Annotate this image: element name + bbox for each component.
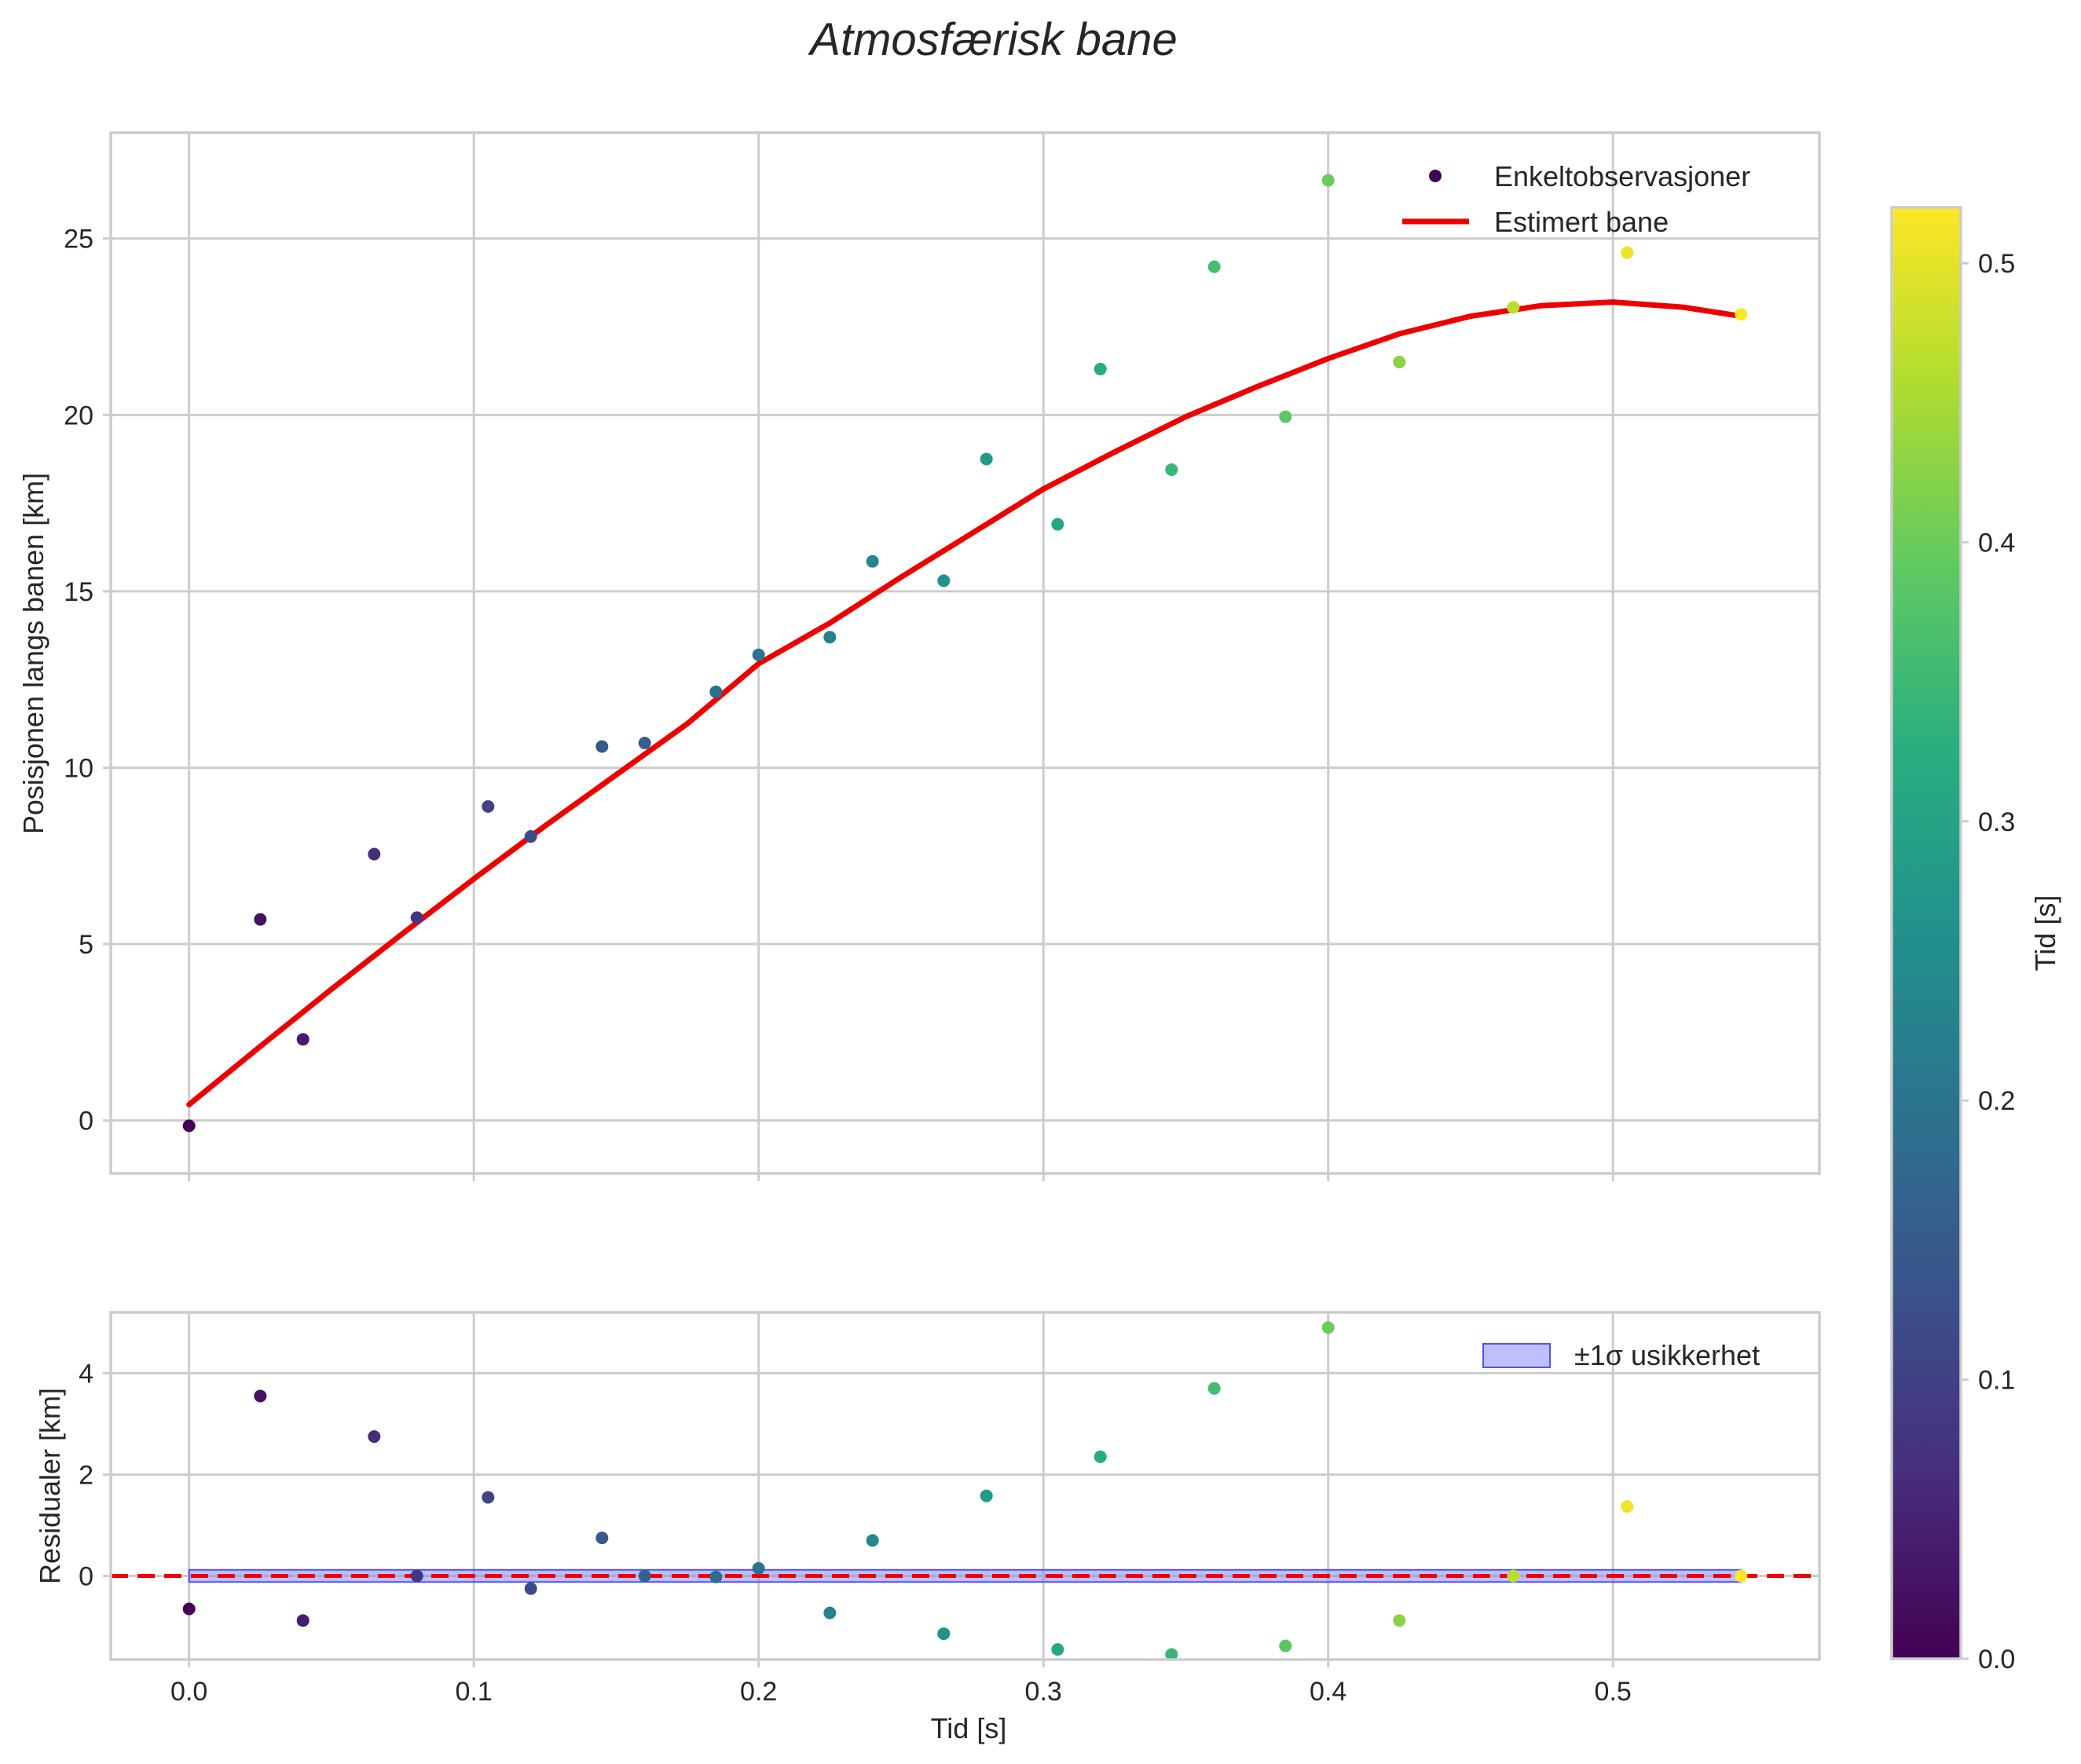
colorbar-tick-label: 0.1 xyxy=(1978,1366,2015,1396)
main-y-tick-label: 0 xyxy=(79,1107,93,1136)
observation-point xyxy=(937,574,951,587)
observation-point xyxy=(296,1033,310,1046)
x-tick-label: 0.3 xyxy=(1025,1677,1062,1707)
residual-point xyxy=(368,1430,381,1444)
residual-point xyxy=(1507,1569,1520,1583)
observation-point xyxy=(1393,355,1406,368)
observation-point xyxy=(1735,308,1748,321)
residual-point xyxy=(1165,1648,1178,1661)
legend-observations-label: Enkeltobservasjoner xyxy=(1494,160,1750,192)
residual-legend: ±1σ usikkerhet xyxy=(1482,1339,1760,1371)
observation-point xyxy=(1621,246,1634,259)
residual-y-tick-label: 0 xyxy=(79,1562,93,1592)
main-y-tick-label: 25 xyxy=(64,225,93,254)
observation-point xyxy=(752,648,765,661)
colorbar-ticks: 0.0 0.1 0.2 0.3 0.4 0.5 xyxy=(1961,249,2015,1674)
colorbar-tick-label: 0.2 xyxy=(1978,1086,2015,1116)
residual-point xyxy=(823,1606,837,1619)
residual-point xyxy=(1094,1450,1107,1463)
legend-observations-marker xyxy=(1429,170,1442,182)
colorbar-label: Tid [s] xyxy=(2029,895,2061,972)
observation-point xyxy=(595,740,609,753)
colorbar-tick-label: 0.4 xyxy=(1978,528,2015,558)
observation-point xyxy=(254,913,267,926)
observation-point xyxy=(1207,260,1221,273)
observation-point xyxy=(1094,362,1107,375)
residual-point xyxy=(1207,1382,1221,1395)
main-panel: 0 5 10 15 20 25 Posisjonen langs banen [km] E… xyxy=(17,131,1821,1181)
colorbar-tick-label: 0.3 xyxy=(1978,807,2015,837)
main-y-tick-label: 20 xyxy=(64,401,93,430)
observation-point xyxy=(410,911,423,924)
observation-point xyxy=(638,737,651,750)
colorbar: 0.0 0.1 0.2 0.3 0.4 0.5 Tid [s] xyxy=(1890,206,2061,1674)
observation-point xyxy=(368,847,381,861)
observation-point xyxy=(1051,518,1064,531)
residual-plot-frame xyxy=(109,1311,1821,1661)
residual-point xyxy=(1621,1500,1634,1513)
colorbar-tick-label: 0.5 xyxy=(1978,249,2015,279)
residual-point xyxy=(524,1582,537,1595)
residual-point xyxy=(482,1491,495,1504)
colorbar-gradient xyxy=(1892,207,1961,1659)
residual-tick-labels: 0.0 0.1 0.2 0.3 0.4 0.5 0 2 4 xyxy=(79,1359,1632,1707)
observation-point xyxy=(823,631,837,644)
residual-point xyxy=(937,1627,951,1641)
residual-point xyxy=(296,1614,310,1627)
x-tick-label: 0.1 xyxy=(456,1677,493,1707)
residual-point xyxy=(595,1532,609,1545)
main-plot-frame xyxy=(109,131,1821,1175)
x-tick-label: 0.4 xyxy=(1310,1677,1346,1707)
legend-band-marker xyxy=(1482,1343,1551,1368)
residual-point xyxy=(1393,1614,1406,1627)
residual-gridlines xyxy=(103,1312,1819,1667)
residual-point xyxy=(410,1569,423,1583)
colorbar-frame xyxy=(1890,206,1962,1660)
chart-title: Atmosfærisk bane xyxy=(808,14,1177,65)
x-tick-label: 0.0 xyxy=(170,1677,207,1707)
main-y-tick-label: 10 xyxy=(64,753,93,783)
residual-point xyxy=(254,1389,267,1403)
residual-point xyxy=(182,1602,196,1616)
residual-point xyxy=(980,1489,993,1502)
observation-point xyxy=(1279,410,1292,423)
residual-point xyxy=(1321,1321,1335,1334)
residual-points xyxy=(182,1321,1748,1661)
residual-panel: 0.0 0.1 0.2 0.3 0.4 0.5 0 2 4 Tid [s] Residualer… xyxy=(34,1311,1821,1744)
main-gridlines xyxy=(103,133,1819,1181)
estimated-trajectory-line xyxy=(186,299,1744,1107)
observation-point xyxy=(1321,174,1335,187)
x-axis-label: Tid [s] xyxy=(931,1712,1007,1744)
observation-point xyxy=(1507,301,1520,314)
observation-point xyxy=(182,1119,196,1133)
residual-point xyxy=(1735,1569,1748,1583)
residual-y-axis-label: Residualer [km] xyxy=(34,1388,66,1584)
residual-y-tick-label: 4 xyxy=(79,1359,93,1389)
residual-point xyxy=(709,1570,723,1583)
residual-point xyxy=(638,1569,651,1583)
residual-point xyxy=(1051,1643,1064,1656)
observation-point xyxy=(709,685,723,698)
main-y-tick-label: 15 xyxy=(64,577,93,607)
main-tick-labels: 0 5 10 15 20 25 xyxy=(64,225,93,1136)
x-tick-label: 0.5 xyxy=(1595,1677,1632,1707)
observation-points xyxy=(182,174,1748,1133)
residual-y-tick-label: 2 xyxy=(79,1460,93,1490)
observation-point xyxy=(1165,463,1178,476)
observation-point xyxy=(524,830,537,844)
x-tick-label: 0.2 xyxy=(740,1677,777,1707)
observation-point xyxy=(482,800,495,813)
legend-band-label: ±1σ usikkerhet xyxy=(1574,1339,1760,1371)
main-legend: Enkeltobservasjoner Estimert bane xyxy=(1402,160,1750,238)
main-y-tick-label: 5 xyxy=(79,930,93,960)
residual-point xyxy=(866,1534,879,1547)
colorbar-tick-label: 0.0 xyxy=(1978,1645,2015,1674)
observation-point xyxy=(980,452,993,466)
main-y-axis-label: Posisjonen langs banen [km] xyxy=(17,473,49,834)
residual-point xyxy=(1279,1639,1292,1652)
observation-point xyxy=(866,554,879,568)
residual-point xyxy=(752,1561,765,1575)
legend-fit-label: Estimert bane xyxy=(1494,206,1669,238)
